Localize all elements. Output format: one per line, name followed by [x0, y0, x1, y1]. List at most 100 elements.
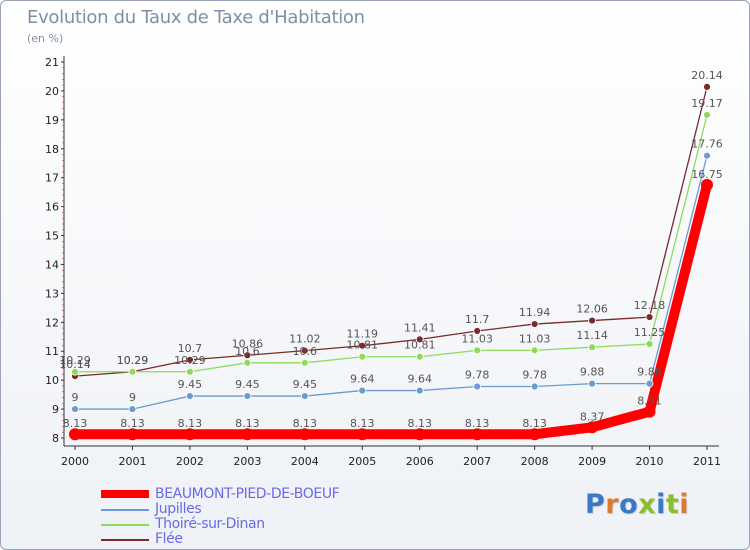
data-label-3: 12.06 — [576, 303, 608, 316]
series-lines — [70, 86, 712, 440]
series-point-1 — [128, 405, 137, 413]
data-label-0: 8.91 — [637, 395, 662, 408]
data-label-1: 9.88 — [637, 366, 662, 379]
series-point-2 — [186, 367, 194, 376]
data-label-2: 11.14 — [576, 329, 608, 342]
series-point-2 — [358, 352, 367, 361]
data-label-0: 8.13 — [63, 417, 88, 430]
series-point-1 — [530, 382, 539, 391]
series-point-2 — [415, 352, 424, 361]
series-point-1 — [645, 379, 654, 388]
series-point-0 — [298, 428, 311, 441]
data-label-3: 11.94 — [519, 306, 551, 319]
series-point-0 — [413, 428, 426, 441]
legend-label: Jupilles — [155, 501, 202, 517]
series-line-1 — [74, 155, 708, 410]
legend-swatch — [101, 490, 149, 498]
series-point-2 — [588, 343, 596, 352]
series-point-1 — [473, 382, 482, 391]
data-label-1: 17.76 — [691, 138, 723, 151]
y-tick-label: 19 — [45, 114, 59, 127]
y-tick-label: 15 — [45, 230, 59, 243]
data-label-0: 16.75 — [691, 168, 723, 181]
legend-swatch — [101, 524, 149, 526]
data-label-1: 9 — [72, 391, 79, 404]
series-point-1 — [415, 386, 424, 395]
data-label-1: 9.45 — [235, 378, 260, 391]
series-point-2 — [703, 111, 711, 119]
x-tick-label: 2009 — [578, 455, 606, 468]
y-tick-label: 13 — [45, 287, 59, 300]
data-label-3: 10.86 — [232, 337, 264, 350]
data-label-2: 11.03 — [519, 332, 551, 345]
data-label-0: 8.13 — [293, 417, 318, 430]
series-point-3 — [473, 327, 482, 335]
series-point-3 — [415, 335, 424, 344]
data-label-0: 8.13 — [407, 417, 432, 430]
series-line-3 — [74, 86, 708, 377]
series-point-1 — [186, 392, 194, 400]
x-tick-label: 2011 — [693, 455, 721, 468]
data-label-2: 11.25 — [634, 326, 666, 339]
y-tick-label: 12 — [45, 316, 59, 329]
series-point-3 — [588, 316, 596, 325]
axes: 8 9 10 11 12 13 14 15 16 17 18 19 20 21 2000 2001 2002 20… — [45, 56, 721, 468]
data-label-2: 10.29 — [59, 354, 91, 367]
series-points — [69, 82, 713, 441]
series-point-2 — [300, 358, 309, 367]
series-point-3 — [645, 313, 654, 322]
y-tick-label: 14 — [45, 258, 59, 271]
data-label-2: 10.29 — [117, 354, 149, 367]
series-point-0 — [241, 428, 254, 441]
y-tick-label: 10 — [45, 374, 59, 387]
series-point-2 — [71, 367, 79, 376]
data-labels: 8.13 8.13 8.13 8.13 8.13 8.13 8.13 8.13 8.13 8.37… — [59, 69, 723, 430]
data-label-2: 10.29 — [174, 354, 206, 367]
series-line-0 — [70, 179, 712, 440]
data-label-0: 8.13 — [522, 417, 547, 430]
y-tick-label: 20 — [45, 85, 59, 98]
y-tick-label: 11 — [45, 345, 59, 358]
series-point-1 — [588, 379, 596, 388]
x-tick-label: 2003 — [233, 455, 261, 468]
data-label-0: 8.37 — [580, 410, 605, 423]
data-label-3: 10.29 — [117, 354, 149, 367]
data-label-3: 10.14 — [59, 358, 91, 371]
legend-swatch — [101, 509, 149, 511]
data-label-3: 20.14 — [691, 69, 723, 82]
series-point-0 — [643, 405, 656, 418]
data-label-1: 9.45 — [293, 378, 318, 391]
data-label-0: 8.13 — [465, 417, 490, 430]
series-point-0 — [701, 178, 713, 191]
data-label-1: 9.64 — [350, 373, 375, 386]
series-point-2 — [530, 346, 539, 355]
legend-label: BEAUMONT-PIED-DE-BOEUF — [155, 486, 340, 502]
data-label-1: 9.78 — [522, 369, 547, 382]
series-point-1 — [703, 151, 711, 160]
series-point-3 — [300, 346, 309, 355]
series-point-0 — [586, 421, 599, 434]
data-label-1: 9.45 — [178, 378, 203, 391]
y-unit-label: (en %) — [27, 32, 64, 45]
x-tick-label: 2007 — [463, 455, 491, 468]
series-point-0 — [183, 428, 196, 441]
data-label-2: 10.81 — [404, 339, 436, 352]
data-label-2: 19.17 — [691, 97, 723, 110]
series-point-1 — [71, 405, 79, 413]
series-point-3 — [530, 320, 539, 328]
series-point-2 — [243, 358, 252, 367]
series-point-0 — [471, 428, 484, 441]
series-point-2 — [645, 340, 654, 348]
x-tick-label: 2006 — [406, 455, 434, 468]
data-label-2: 10.81 — [347, 339, 379, 352]
series-point-1 — [243, 392, 252, 400]
y-tick-label: 16 — [45, 201, 59, 214]
data-label-1: 9.78 — [465, 369, 490, 382]
data-label-3: 11.41 — [404, 321, 436, 334]
chart-title: Evolution du Taux de Taxe d'Habitation — [27, 7, 365, 28]
legend-swatch — [101, 539, 149, 541]
y-tick-label: 21 — [45, 56, 59, 69]
x-tick-label: 2008 — [521, 455, 549, 468]
